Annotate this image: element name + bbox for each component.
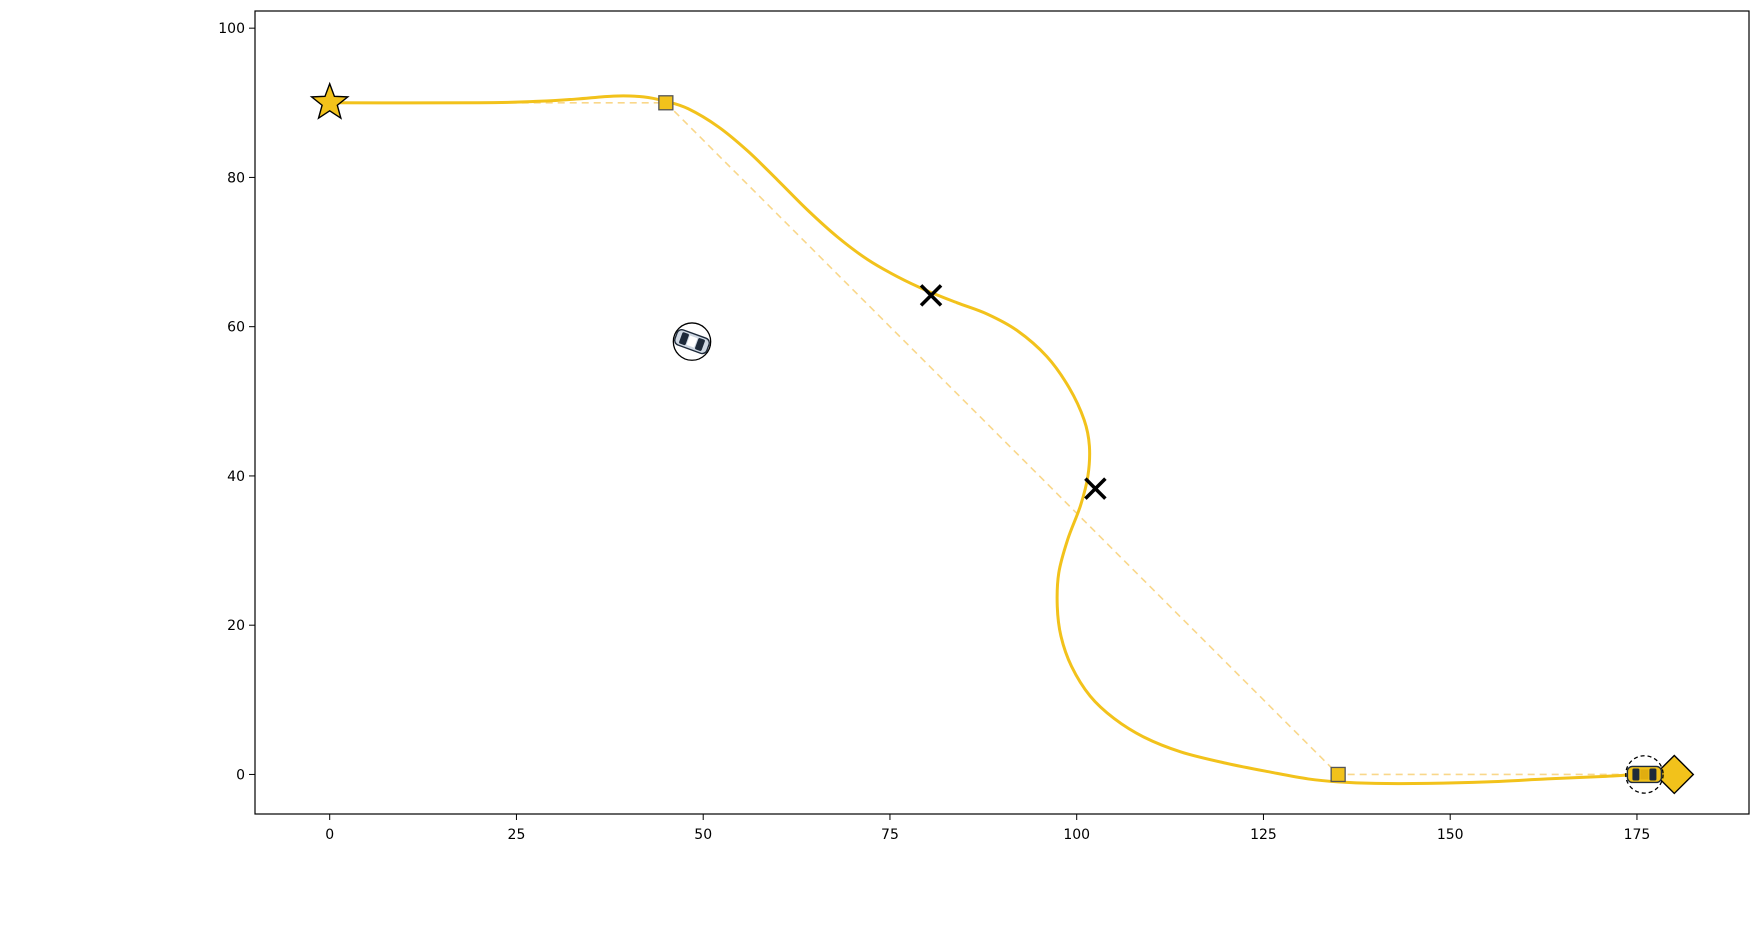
obstacle-radius-circle — [672, 322, 712, 361]
goal-diamond-marker — [1654, 754, 1695, 795]
x-tick-label: 25 — [508, 827, 526, 843]
y-tick-label: 40 — [227, 469, 245, 485]
ego-vehicle-marker — [1625, 755, 1664, 794]
waypoint-square-marker — [1330, 766, 1346, 783]
trajectory-layer — [328, 94, 1639, 786]
x-axis-ticks: 0 25 50 75 100 125 150 175 — [325, 814, 1650, 843]
plot-area — [254, 10, 1750, 815]
waypoint-square-marker — [658, 95, 674, 111]
x-tick-label: 75 — [881, 827, 899, 843]
y-tick-label: 60 — [227, 320, 245, 336]
marker-layer — [309, 81, 1695, 795]
ego-radius-circle — [1625, 755, 1664, 794]
crossing-x-marker — [1084, 477, 1107, 500]
car-icon — [1626, 765, 1663, 784]
x-tick-label: 175 — [1624, 827, 1651, 843]
planned-trajectory-line — [328, 94, 1639, 786]
crossing-x-marker — [919, 284, 943, 307]
x-tick-label: 0 — [325, 827, 334, 843]
x-tick-label: 50 — [694, 827, 712, 843]
x-tick-label: 150 — [1437, 827, 1464, 843]
y-tick-label: 0 — [236, 767, 245, 783]
car-icon — [673, 328, 710, 355]
y-tick-label: 100 — [218, 21, 245, 37]
x-tick-label: 100 — [1063, 827, 1090, 843]
obstacle-vehicle-marker — [672, 322, 712, 361]
y-tick-label: 20 — [227, 618, 245, 634]
start-star-marker — [309, 81, 350, 120]
x-tick-label: 125 — [1250, 827, 1277, 843]
y-tick-label: 80 — [227, 170, 245, 186]
y-axis-ticks: 0 20 40 60 80 100 — [218, 21, 255, 783]
